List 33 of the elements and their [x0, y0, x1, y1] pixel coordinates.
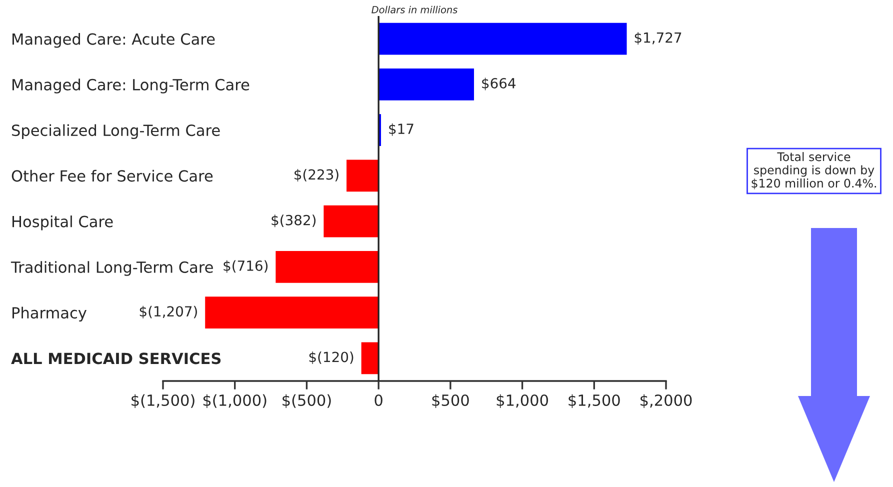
- bar: [346, 160, 379, 192]
- data-label: $17: [389, 123, 414, 136]
- data-label: $(382): [272, 214, 316, 228]
- x-axis-title: Dollars in millions: [372, 6, 458, 14]
- y-tick-label: Traditional Long-Term Care: [10, 261, 213, 276]
- x-tick-label: $(1,000): [203, 394, 266, 408]
- y-tick-label: Specialized Long-Term Care: [12, 124, 220, 140]
- x-tick-label: $(1,500): [132, 394, 194, 408]
- data-label: $1,727: [634, 32, 682, 45]
- bar: [324, 205, 379, 238]
- y-tick-label: Pharmacy: [12, 306, 87, 322]
- text: Total service spending is down by $120 million or 0.4%.: [752, 152, 876, 190]
- x-tick-label: $1,500: [568, 394, 620, 408]
- bar: [378, 22, 627, 55]
- data-label: $664: [482, 78, 516, 90]
- y-tick-label: Managed Care: Long-Term Care: [12, 78, 250, 94]
- x-tick-label: $500: [432, 394, 469, 408]
- data-label: $(223): [294, 168, 338, 182]
- data-label: $(120): [309, 351, 354, 364]
- y-tick-label: Other Fee for Service Care: [12, 170, 213, 182]
- y-tick-label: Hospital Care: [12, 216, 113, 230]
- data-label: $(1,207): [140, 306, 197, 318]
- bar: [276, 250, 379, 283]
- x-tick-label: $,2000: [640, 394, 692, 408]
- y-tick-label: ALL MEDICAID SERVICES: [11, 352, 221, 364]
- bar: [361, 342, 379, 374]
- y-tick-label: Managed Care: Acute Care: [12, 33, 215, 48]
- bar: [378, 68, 474, 100]
- x-tick-label: $(500): [282, 394, 331, 408]
- data-label: $(716): [224, 260, 268, 273]
- x-tick-label: $1,000: [496, 394, 548, 408]
- bar: [205, 296, 379, 329]
- x-tick-label: 0: [374, 394, 382, 406]
